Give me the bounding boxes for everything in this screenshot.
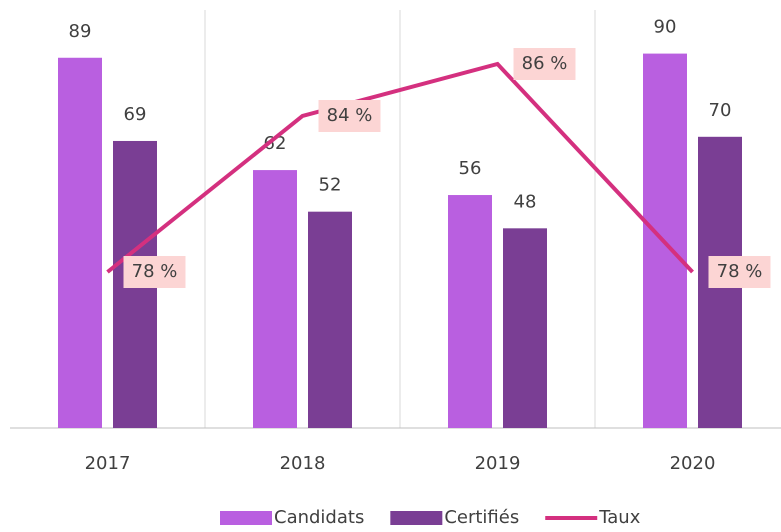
data-label: 48 xyxy=(514,191,537,212)
data-label-box xyxy=(318,100,381,132)
data-label: 90 xyxy=(654,17,677,38)
legend-label: Certifiés xyxy=(444,507,519,528)
bar xyxy=(503,228,547,428)
legend-swatch xyxy=(220,511,272,525)
data-label: 78 % xyxy=(717,261,763,282)
data-label: 52 xyxy=(319,175,342,196)
x-tick-label: 2020 xyxy=(670,453,716,474)
x-tick-label: 2019 xyxy=(475,453,521,474)
data-label: 84 % xyxy=(327,105,373,126)
x-tick-label: 2017 xyxy=(85,453,131,474)
bar xyxy=(58,57,102,428)
legend-swatch xyxy=(390,511,443,525)
data-label: 78 % xyxy=(132,261,178,282)
line xyxy=(106,61,694,274)
data-label: 69 xyxy=(124,104,147,125)
bar xyxy=(448,195,492,428)
data-label: 56 xyxy=(459,158,482,179)
x-tick-label: 2018 xyxy=(280,453,326,474)
data-label-box xyxy=(708,256,771,288)
data-label: 62 xyxy=(264,133,287,154)
data-label: 89 xyxy=(69,21,92,42)
data-label: 70 xyxy=(709,100,732,121)
data-label: 86 % xyxy=(522,53,568,74)
data-label-box xyxy=(513,48,576,80)
legend-label: Taux xyxy=(598,507,640,528)
legend-label: Candidats xyxy=(274,507,364,528)
bar xyxy=(253,170,297,428)
data-label-box xyxy=(123,256,186,288)
bar xyxy=(308,211,352,428)
